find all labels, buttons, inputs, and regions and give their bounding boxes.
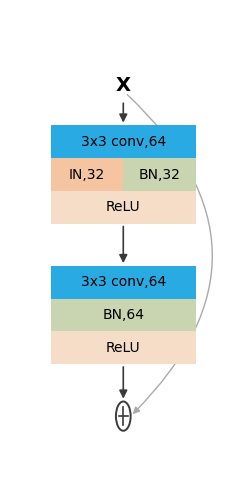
Bar <box>50 191 196 224</box>
Bar <box>123 158 196 191</box>
Bar <box>50 332 196 364</box>
Text: ReLU: ReLU <box>106 341 140 355</box>
Text: ReLU: ReLU <box>106 200 140 214</box>
FancyArrowPatch shape <box>127 94 212 413</box>
Text: 3x3 conv,64: 3x3 conv,64 <box>81 276 166 289</box>
Bar <box>50 266 196 298</box>
Bar <box>50 126 196 158</box>
Text: BN,32: BN,32 <box>139 168 180 181</box>
Bar <box>50 158 123 191</box>
Text: IN,32: IN,32 <box>69 168 105 181</box>
Text: 3x3 conv,64: 3x3 conv,64 <box>81 135 166 149</box>
Text: BN,64: BN,64 <box>102 308 144 322</box>
Text: X: X <box>116 76 131 94</box>
Bar <box>50 298 196 332</box>
